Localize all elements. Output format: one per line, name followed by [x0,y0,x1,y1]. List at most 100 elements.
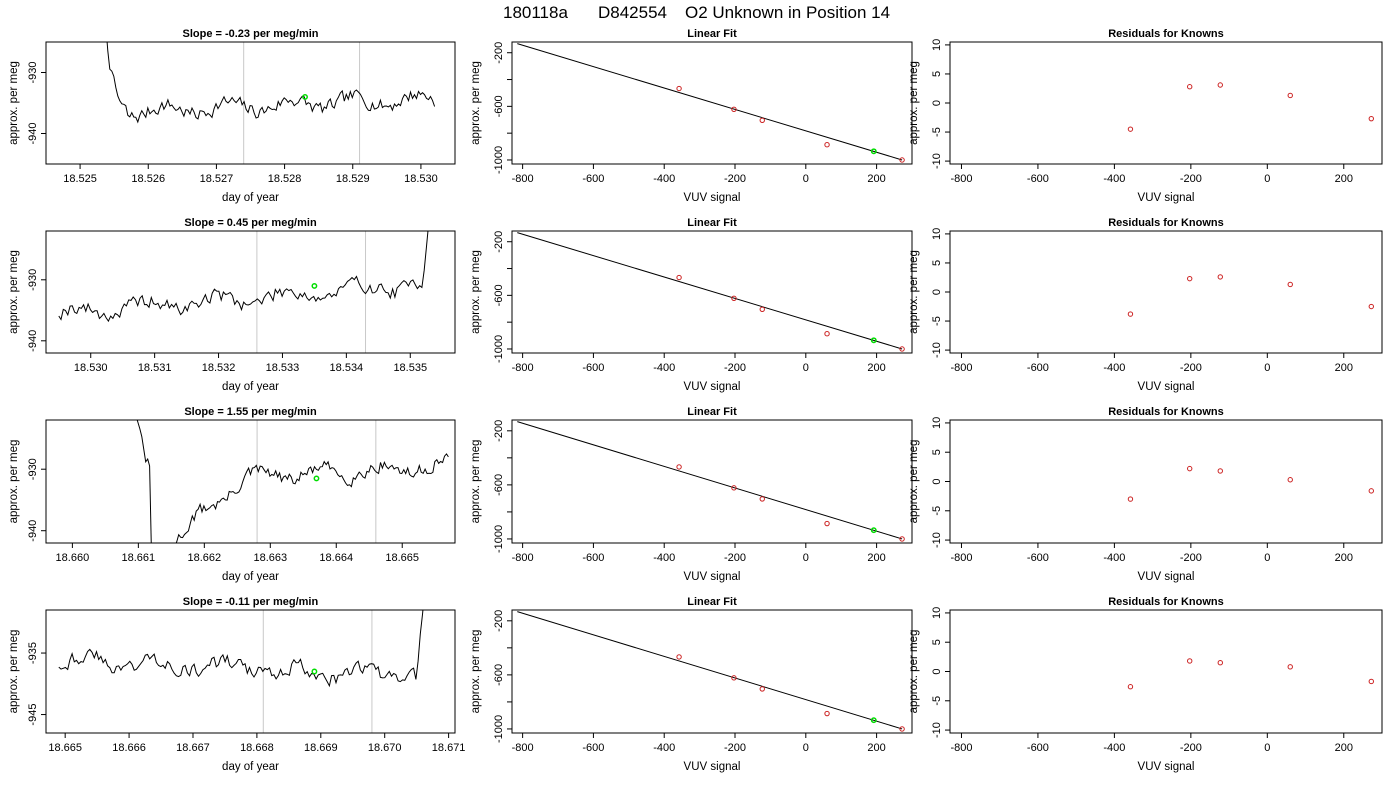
y-tick-label: -600 [493,474,505,496]
y-tick-label: 0 [931,100,943,106]
y-tick-label: -1000 [493,335,505,363]
panel-title: Slope = 0.45 per meg/min [184,217,317,229]
y-axis-label: approx. per meg [470,440,482,524]
y-tick-label: -10 [931,342,943,358]
plot-area [1127,274,1374,317]
x-tick-label: 18.670 [368,742,402,754]
y-tick-label: -1000 [493,525,505,553]
panel-title: Linear Fit [687,28,737,40]
x-tick-label: -400 [1103,362,1125,374]
x-tick-label: 18.525 [63,173,97,185]
y-tick-label: -200 [493,42,505,64]
y-tick-label: -5 [931,316,943,326]
x-tick-label: 0 [803,552,809,564]
plot-area [58,610,424,733]
x-tick-label: 18.666 [112,742,146,754]
x-tick-label: -800 [512,552,534,564]
panel: Linear Fit -800 -600 -400 -200 0 200 VUV signal… [470,28,913,204]
plot-area [517,43,905,163]
y-tick-label: -600 [493,664,505,686]
x-tick-label: 200 [1335,552,1353,564]
plot-frame [45,230,456,354]
x-tick-label: 18.533 [266,362,300,374]
plot-frame [511,41,913,165]
y-tick-label: 5 [931,449,943,455]
plot-frame [511,230,913,354]
x-tick-label: 18.534 [330,362,364,374]
known-point [731,106,737,113]
x-axis-label: day of year [222,761,279,773]
panel: Slope = 1.55 per meg/min 18.660 18.661 18.6… [8,406,456,583]
y-axis-label: approx. per meg [908,61,920,145]
y-axis-label: approx. per meg [8,250,20,334]
known-point [1368,678,1374,685]
x-tick-label: -600 [582,742,604,754]
x-tick-label: 18.667 [176,742,210,754]
x-tick-label: 0 [1264,362,1270,374]
x-axis-label: VUV signal [684,381,741,393]
y-axis-label: approx. per meg [470,630,482,714]
panel-title: Slope = 1.55 per meg/min [184,406,317,418]
plot-frame [511,609,913,734]
known-point [1287,664,1293,670]
y-tick-label: -10 [931,722,943,738]
series-trace [58,610,424,688]
figure-title-description: O2 Unknown in Position 14 [685,3,890,22]
x-tick-label: -400 [1103,742,1125,754]
known-point [731,675,737,681]
known-point [731,295,737,302]
y-axis-label: approx. per meg [8,61,20,145]
y-tick-label: -10 [931,153,943,169]
x-tick-label: 200 [867,362,885,374]
unknown-marker [302,93,308,100]
fit-line [517,611,903,730]
plot-area [136,420,449,543]
series-trace [136,420,449,543]
x-tick-label: -600 [1027,742,1049,754]
plot-frame [45,609,456,734]
plot-area [106,42,436,164]
x-tick-label: -400 [653,173,675,185]
panel-title: Residuals for Knowns [1108,596,1224,608]
panel: Residuals for Knowns -800 -600 -400 -200 0 200… [908,28,1383,204]
y-tick-label: -5 [931,127,943,137]
plot-area [1127,658,1374,690]
x-tick-label: 18.660 [56,552,90,564]
known-point [899,157,905,163]
x-tick-label: -800 [950,552,972,564]
x-tick-label: 18.532 [202,362,236,374]
y-tick-label: -5 [931,696,943,706]
y-tick-label: -935 [27,642,39,664]
x-tick-label: -600 [1027,362,1049,374]
plot-area [58,231,429,353]
fit-line [517,421,903,540]
y-tick-label: -600 [493,284,505,306]
y-tick-label: -200 [493,610,505,632]
x-tick-label: 18.527 [200,173,234,185]
y-tick-label: -940 [27,330,39,352]
known-point [676,85,682,92]
known-point [1368,303,1374,310]
known-point [1217,274,1223,280]
x-tick-label: -400 [653,552,675,564]
x-tick-label: -800 [512,362,534,374]
panel: Linear Fit -800 -600 -400 -200 0 200 VUV signal… [470,406,913,583]
known-point [759,306,765,312]
known-point [824,710,830,717]
panel-title: Residuals for Knowns [1108,28,1224,40]
x-tick-label: 200 [867,173,885,185]
x-tick-label: -400 [1103,173,1125,185]
y-tick-label: 10 [931,607,943,619]
x-axis-label: VUV signal [1138,192,1195,204]
plot-area [517,232,905,352]
plot-frame [949,609,1383,734]
unknown-marker [311,668,318,675]
plot-area [517,611,905,732]
y-tick-label: 5 [931,71,943,77]
x-tick-label: 18.665 [48,742,82,754]
x-tick-label: 0 [803,742,809,754]
x-axis-label: VUV signal [684,761,741,773]
known-point [1287,281,1293,288]
x-tick-label: 18.528 [268,173,302,185]
x-tick-label: 0 [803,173,809,185]
